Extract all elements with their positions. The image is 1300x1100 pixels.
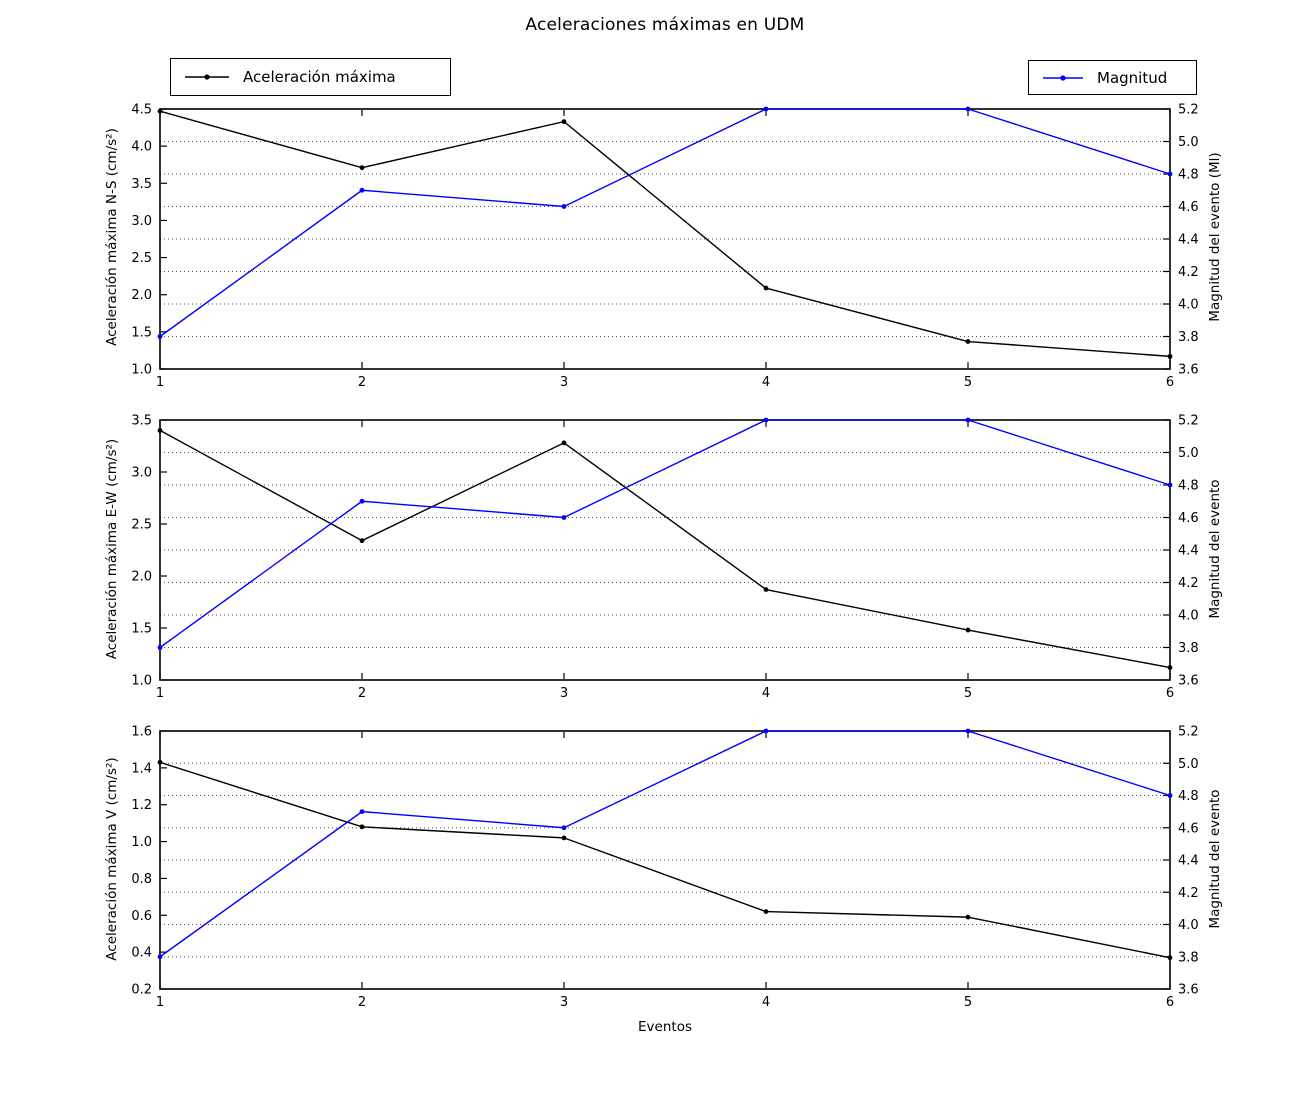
svg-text:3.6: 3.6 — [1178, 674, 1199, 689]
svg-text:2.5: 2.5 — [131, 251, 152, 266]
svg-text:1.0: 1.0 — [131, 363, 152, 378]
svg-text:5.2: 5.2 — [1178, 725, 1199, 740]
svg-text:2: 2 — [358, 995, 366, 1010]
svg-text:3.8: 3.8 — [1178, 950, 1199, 965]
svg-text:5: 5 — [964, 995, 972, 1010]
svg-text:1.5: 1.5 — [131, 622, 152, 637]
svg-text:4.6: 4.6 — [1178, 821, 1199, 836]
svg-text:3.0: 3.0 — [131, 214, 152, 229]
svg-text:4: 4 — [762, 995, 770, 1010]
svg-text:4.0: 4.0 — [131, 140, 152, 155]
y-axis-label-magnitude-middle: Magnitud del evento — [1207, 479, 1223, 619]
svg-text:6: 6 — [1166, 375, 1174, 390]
svg-text:4.6: 4.6 — [1178, 200, 1199, 215]
y-axis-label-ew: Aceleración máxima E-W (cm/s²) — [104, 438, 120, 660]
svg-text:0.6: 0.6 — [131, 909, 152, 924]
svg-text:3.8: 3.8 — [1178, 641, 1199, 656]
svg-text:2.5: 2.5 — [131, 518, 152, 533]
svg-text:1.0: 1.0 — [131, 835, 152, 850]
svg-text:4.5: 4.5 — [131, 103, 152, 118]
svg-text:4.6: 4.6 — [1178, 511, 1199, 526]
svg-text:3.5: 3.5 — [131, 177, 152, 192]
svg-text:1: 1 — [156, 686, 164, 701]
svg-text:3: 3 — [560, 686, 568, 701]
svg-text:5.2: 5.2 — [1178, 414, 1199, 429]
svg-text:1.2: 1.2 — [131, 798, 152, 813]
y-axis-label-magnitude-bottom: Magnitud del evento — [1207, 789, 1223, 929]
svg-text:6: 6 — [1166, 686, 1174, 701]
svg-text:1: 1 — [156, 995, 164, 1010]
svg-text:5: 5 — [964, 375, 972, 390]
legend-magnitude: Magnitud — [1028, 60, 1197, 95]
svg-text:4.2: 4.2 — [1178, 576, 1199, 591]
svg-text:6: 6 — [1166, 995, 1174, 1010]
svg-text:4.2: 4.2 — [1178, 265, 1199, 280]
svg-text:5: 5 — [964, 686, 972, 701]
svg-text:4: 4 — [762, 686, 770, 701]
y-axis-label-magnitude-top: Magnitud del evento (Ml) — [1207, 152, 1223, 322]
svg-text:0.4: 0.4 — [131, 946, 152, 961]
svg-text:3.0: 3.0 — [131, 466, 152, 481]
legend-acceleration: Aceleración máxima — [170, 58, 451, 96]
svg-text:0.2: 0.2 — [131, 983, 152, 998]
svg-text:3.6: 3.6 — [1178, 983, 1199, 998]
svg-text:1.0: 1.0 — [131, 674, 152, 689]
svg-text:4.0: 4.0 — [1178, 918, 1199, 933]
svg-text:4.8: 4.8 — [1178, 479, 1199, 494]
svg-text:4.8: 4.8 — [1178, 789, 1199, 804]
magnitude-line-icon — [1043, 74, 1083, 81]
chart-title: Aceleraciones máximas en UDM — [525, 15, 805, 35]
svg-text:1.5: 1.5 — [131, 325, 152, 340]
legend-acceleration-label: Aceleración máxima — [243, 68, 396, 86]
svg-text:4.2: 4.2 — [1178, 886, 1199, 901]
svg-text:4.4: 4.4 — [1178, 854, 1199, 869]
x-axis-label: Eventos — [638, 1019, 692, 1035]
svg-text:0.8: 0.8 — [131, 872, 152, 887]
svg-text:4.0: 4.0 — [1178, 298, 1199, 313]
y-axis-label-ns: Aceleración máxima N-S (cm/s²) — [104, 128, 120, 346]
svg-text:2.0: 2.0 — [131, 570, 152, 585]
svg-text:2: 2 — [358, 375, 366, 390]
y-axis-label-v: Aceleración máxima V (cm/s²) — [104, 757, 120, 961]
svg-text:4.8: 4.8 — [1178, 168, 1199, 183]
svg-text:3.8: 3.8 — [1178, 330, 1199, 345]
svg-text:4.4: 4.4 — [1178, 544, 1199, 559]
svg-text:1.6: 1.6 — [131, 725, 152, 740]
svg-text:3: 3 — [560, 995, 568, 1010]
svg-text:5.0: 5.0 — [1178, 135, 1199, 150]
svg-text:5.0: 5.0 — [1178, 446, 1199, 461]
svg-text:2: 2 — [358, 686, 366, 701]
svg-text:2.0: 2.0 — [131, 288, 152, 303]
svg-text:1.4: 1.4 — [131, 761, 152, 776]
svg-text:3.6: 3.6 — [1178, 363, 1199, 378]
svg-text:5.2: 5.2 — [1178, 103, 1199, 118]
svg-text:3.5: 3.5 — [131, 414, 152, 429]
svg-text:5.0: 5.0 — [1178, 757, 1199, 772]
svg-text:3: 3 — [560, 375, 568, 390]
acceleration-line-icon — [185, 74, 229, 80]
svg-text:4.0: 4.0 — [1178, 609, 1199, 624]
svg-text:4.4: 4.4 — [1178, 233, 1199, 248]
svg-text:1: 1 — [156, 375, 164, 390]
svg-text:4: 4 — [762, 375, 770, 390]
legend-magnitude-label: Magnitud — [1097, 68, 1168, 87]
